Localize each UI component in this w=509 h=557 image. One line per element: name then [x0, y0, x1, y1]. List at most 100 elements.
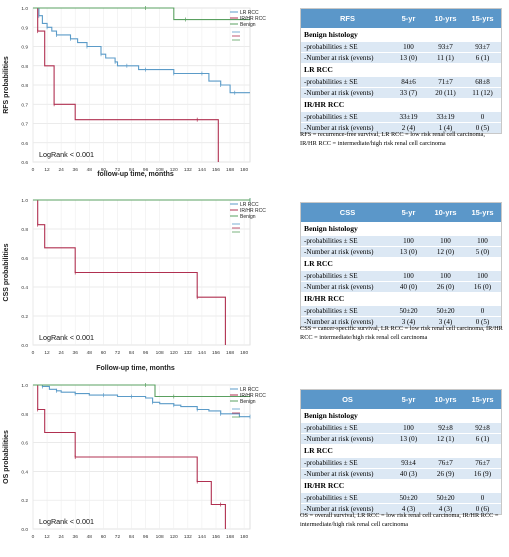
header-cell: 15-yrs [471, 208, 494, 217]
x-tick-label: 132 [184, 350, 192, 356]
os-panel: 0.0 0.2 0.4 0.6 0.8 1.0 0 12 24 36 48 60 72 84 96 108 12… [0, 375, 509, 557]
table-cell: 76±7 [438, 459, 453, 467]
x-tick-label: 108 [156, 534, 164, 540]
table-cell: 0 (5) [475, 124, 490, 132]
table-cell: 0 (5) [475, 318, 490, 326]
css-note: CSS = cancer-specific survival, LR RCC =… [300, 325, 503, 341]
y-tick-label: 0.6 [21, 441, 28, 447]
series-line-ir-hr-rcc [33, 384, 226, 529]
table-cell: -Number at risk (events) [304, 89, 374, 97]
x-tick-label: 108 [156, 167, 164, 173]
table-cell: 0 [480, 494, 485, 502]
table-cell: -probabilities ± SE [304, 78, 358, 86]
table-cell: 26 (0) [436, 283, 455, 291]
table-row: -probabilities ± SE 100 93±7 93±7 [301, 41, 501, 52]
logrank-annotation: LogRank < 0.001 [39, 517, 94, 526]
series-line-ir-hr-rcc [33, 199, 226, 345]
x-tick-label: 144 [198, 534, 206, 540]
css-chart: 0.0 0.2 0.4 0.6 0.8 1.0 0 12 24 36 48 60 72 84 96 108 12… [3, 198, 266, 372]
series-line-benign [33, 7, 250, 21]
table-cell: 92±8 [438, 424, 453, 432]
css-panel: 0.0 0.2 0.4 0.6 0.8 1.0 0 12 24 36 48 60 72 84 96 108 12… [0, 190, 509, 372]
x-axis-label: Follow-up time, months [96, 365, 175, 372]
y-tick-label: 0.7 [21, 102, 28, 108]
table-cell: -Number at risk (events) [304, 505, 374, 513]
table-cell: 100 [403, 424, 414, 432]
y-tick-label: 0.2 [21, 498, 28, 504]
y-axis-label: RFS probabilities [3, 56, 10, 114]
x-tick-label: 84 [129, 167, 135, 173]
header-cell: 10-yrs [434, 14, 457, 23]
legend-label: Benign [240, 22, 256, 28]
x-tick-label: 96 [143, 534, 149, 540]
table-cell: 50±20 [399, 307, 418, 315]
x-tick-label: 156 [212, 534, 220, 540]
y-tick-label: 0.7 [21, 122, 28, 128]
table-header: OS 5-yr 10-yrs 15-yrs [301, 390, 501, 409]
table-row: -Number at risk (events) 3 (4) 3 (4) 0 (5) [301, 316, 501, 327]
x-tick-label: 168 [226, 167, 234, 173]
table-cell: 68±8 [475, 78, 490, 86]
os-chart: 0.0 0.2 0.4 0.6 0.8 1.0 0 12 24 36 48 60 72 84 96 108 12… [3, 383, 266, 540]
table-cell: 93±4 [401, 459, 416, 467]
table-cell: 4 (3) [401, 505, 416, 513]
y-tick-label: 0.9 [21, 45, 28, 51]
y-tick-label: 0.4 [21, 469, 28, 475]
table-row: -Number at risk (events) 40 (3) 26 (9) 16 (… [301, 468, 501, 479]
y-tick-label: 0.0 [21, 527, 28, 533]
legend-label: IR/HR RCC [240, 208, 266, 214]
legend-label: LR RCC [240, 387, 259, 393]
table-cell: 16 (0) [473, 283, 492, 291]
x-tick-label: 72 [115, 167, 121, 173]
x-tick-label: 72 [115, 534, 121, 540]
header-cell: 10-yrs [434, 395, 457, 404]
table-cell: 33±19 [399, 113, 418, 121]
x-tick-label: 24 [58, 534, 64, 540]
table-cell: 0 [480, 307, 485, 315]
table-cell: 100 [440, 237, 451, 245]
group-title: IR/HR RCC [301, 98, 501, 111]
y-tick-label: 0.8 [21, 64, 28, 70]
x-tick-label: 180 [240, 534, 248, 540]
table-row: -probabilities ± SE 84±6 71±7 68±8 [301, 76, 501, 87]
table-cell: 50±20 [436, 307, 455, 315]
x-tick-label: 12 [44, 534, 50, 540]
x-tick-label: 168 [226, 350, 234, 356]
table-cell: 92±8 [475, 424, 490, 432]
y-tick-label: 0.8 [21, 83, 28, 89]
logrank-annotation: LogRank < 0.001 [39, 150, 94, 159]
table-cell: 0 (6) [475, 505, 490, 513]
table-cell: -probabilities ± SE [304, 113, 358, 121]
table-cell: 26 (9) [436, 470, 455, 478]
table-cell: -probabilities ± SE [304, 459, 358, 467]
x-tick-label: 72 [115, 350, 121, 356]
table-cell: -Number at risk (events) [304, 318, 374, 326]
table-row: -Number at risk (events) 2 (4) 1 (4) 0 (5) [301, 122, 501, 133]
x-tick-label: 12 [44, 350, 50, 356]
table-row: -Number at risk (events) 33 (7) 20 (11) 11 … [301, 87, 501, 98]
table-cell: 100 [477, 272, 488, 280]
table-cell: -Number at risk (events) [304, 283, 374, 291]
x-tick-label: 48 [87, 167, 93, 173]
series-line-lr-rcc [33, 7, 250, 94]
table-cell: 100 [403, 272, 414, 280]
table-header: RFS 5-yr 10-yrs 15-yrs [301, 9, 501, 28]
table-cell: 33±19 [436, 113, 455, 121]
table-cell: 11 (12) [472, 89, 493, 97]
table-cell: -Number at risk (events) [304, 435, 374, 443]
y-tick-label: 0.4 [21, 285, 28, 291]
group-title: IR/HR RCC [301, 292, 501, 305]
header-cell: 15-yrs [471, 14, 494, 23]
table-cell: -Number at risk (events) [304, 124, 374, 132]
table-cell: 71±7 [438, 78, 453, 86]
x-tick-label: 120 [170, 350, 178, 356]
group-title: Benign histology [301, 222, 501, 235]
x-tick-label: 24 [58, 167, 64, 173]
x-tick-label: 168 [226, 534, 234, 540]
table-row: -Number at risk (events) 13 (0) 12 (1) 6 (1… [301, 433, 501, 444]
x-tick-label: 0 [32, 167, 35, 173]
legend-label: LR RCC [240, 10, 259, 16]
table-cell: 12 (0) [436, 248, 455, 256]
x-tick-label: 96 [143, 350, 149, 356]
header-cell: 10-yrs [434, 208, 457, 217]
